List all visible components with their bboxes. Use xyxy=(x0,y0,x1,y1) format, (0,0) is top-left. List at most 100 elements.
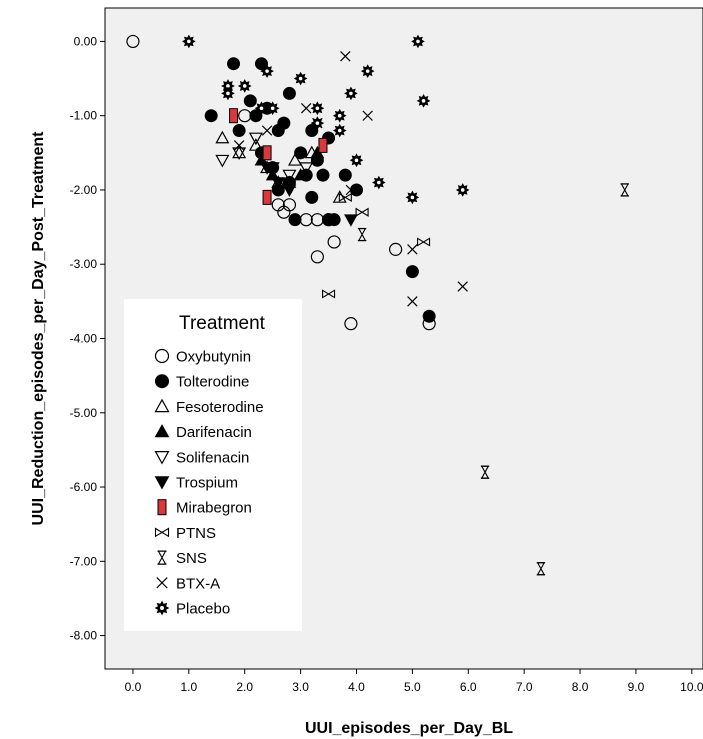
legend-item-mirabegron: Mirabegron xyxy=(157,499,252,517)
point-ptns xyxy=(417,237,431,247)
point-sns xyxy=(536,562,546,576)
point-oxybutynin xyxy=(344,317,358,331)
point-tolterodine xyxy=(232,124,246,138)
x-tick-label: 6.0 xyxy=(460,680,477,694)
legend-label: Mirabegron xyxy=(176,500,252,517)
legend-label: BTX-A xyxy=(176,575,220,592)
point-mirabegron xyxy=(229,108,239,124)
point-tolterodine xyxy=(204,109,218,123)
y-tick-label: -7.00 xyxy=(70,554,98,568)
x-axis-title: UUI_episodes_per_Day_BL xyxy=(305,720,513,737)
x-tick-label: 3.0 xyxy=(292,680,309,694)
legend-label: Fesoterodine xyxy=(176,399,264,416)
point-solifenacin xyxy=(215,154,230,168)
point-mirabegron xyxy=(262,145,272,161)
point-tolterodine xyxy=(294,146,308,160)
legend-label: Tolterodine xyxy=(176,374,249,391)
legend-label: Placebo xyxy=(176,601,230,618)
point-solifenacin xyxy=(248,132,263,146)
legend-marker xyxy=(155,374,169,389)
point-placebo xyxy=(182,34,196,49)
point-placebo xyxy=(254,101,269,116)
legend-title: Treatment xyxy=(179,313,266,334)
point-tolterodine xyxy=(227,57,241,71)
point-darifenacin xyxy=(293,168,308,181)
point-placebo xyxy=(221,86,235,101)
y-tick-label: -2.00 xyxy=(70,183,98,197)
x-tick-label: 10.0 xyxy=(680,680,703,694)
point-placebo xyxy=(416,94,431,108)
y-axis-title: UUI_Reduction_episodes_per_Day_Post_Trea… xyxy=(30,131,47,526)
point-trospium xyxy=(271,177,286,190)
legend-marker xyxy=(154,398,170,413)
point-tolterodine xyxy=(288,213,302,227)
point-btx-a xyxy=(407,296,418,307)
point-oxybutynin xyxy=(310,250,324,264)
legend-label: Darifenacin xyxy=(176,424,252,441)
legend-marker xyxy=(156,577,168,589)
x-tick-label: 5.0 xyxy=(404,680,421,694)
legend-marker xyxy=(157,550,167,565)
point-placebo xyxy=(360,64,375,78)
point-solifenacin xyxy=(232,147,247,161)
y-tick-label: -1.00 xyxy=(70,109,98,123)
point-mirabegron xyxy=(318,137,328,153)
point-oxybutynin xyxy=(389,242,403,256)
point-placebo xyxy=(405,190,420,205)
point-solifenacin xyxy=(299,162,314,175)
legend-label: PTNS xyxy=(176,525,216,542)
point-ptns xyxy=(338,192,352,202)
point-fesoterodine xyxy=(248,138,263,151)
legend-box xyxy=(124,299,302,631)
y-tick-label: -5.00 xyxy=(70,406,98,420)
point-tolterodine xyxy=(277,116,291,130)
legend-marker xyxy=(154,527,170,538)
y-tick-label: -8.00 xyxy=(70,629,98,643)
point-ptns xyxy=(355,207,369,217)
legend-item-btx-a: BTX-A xyxy=(156,575,220,592)
point-tolterodine xyxy=(249,109,263,123)
legend-item-darifenacin: Darifenacin xyxy=(154,424,252,441)
point-trospium xyxy=(260,162,274,175)
point-placebo xyxy=(265,101,280,116)
point-oxybutynin xyxy=(126,34,140,49)
y-tick-label: -3.00 xyxy=(70,257,98,271)
point-placebo xyxy=(455,183,470,197)
point-tolterodine xyxy=(422,309,436,323)
x-tick-label: 0.0 xyxy=(125,680,142,694)
point-tolterodine xyxy=(254,57,268,71)
x-tick-label: 7.0 xyxy=(516,680,533,694)
legend: Treatment Oxybutynin Tolterodine Fesoterodi… xyxy=(124,299,302,631)
point-btx-a xyxy=(362,110,373,121)
point-tolterodine xyxy=(338,168,352,182)
point-tolterodine xyxy=(305,124,319,138)
legend-item-sns: SNS xyxy=(157,550,207,567)
point-btx-a xyxy=(407,244,418,255)
point-sns xyxy=(480,465,490,479)
x-tick-label: 2.0 xyxy=(236,680,253,694)
point-btx-a xyxy=(457,281,468,292)
point-trospium xyxy=(282,184,297,197)
point-btx-a xyxy=(233,140,245,151)
x-tick-label: 8.0 xyxy=(572,680,589,694)
legend-label: SNS xyxy=(176,550,207,567)
point-solifenacin xyxy=(282,169,297,183)
point-placebo xyxy=(372,175,386,190)
point-placebo xyxy=(349,153,364,168)
legend-marker xyxy=(154,451,170,465)
point-btx-a xyxy=(300,103,312,114)
point-fesoterodine xyxy=(332,190,347,203)
legend-marker xyxy=(157,499,167,516)
y-axis: 0.00 -1.00 -2.00 -3.00 -4.00 -5.00 -6.00 -7.00 -… xyxy=(70,34,105,643)
legend-item-tolterodine: Tolterodine xyxy=(155,374,249,391)
point-placebo xyxy=(260,64,274,78)
point-tolterodine xyxy=(349,183,363,197)
point-mirabegron xyxy=(262,189,272,205)
point-tolterodine xyxy=(305,190,319,204)
point-tolterodine xyxy=(316,168,330,182)
legend-marker xyxy=(154,476,170,490)
point-placebo xyxy=(344,86,358,101)
legend-marker xyxy=(154,348,170,364)
point-placebo xyxy=(411,34,425,49)
